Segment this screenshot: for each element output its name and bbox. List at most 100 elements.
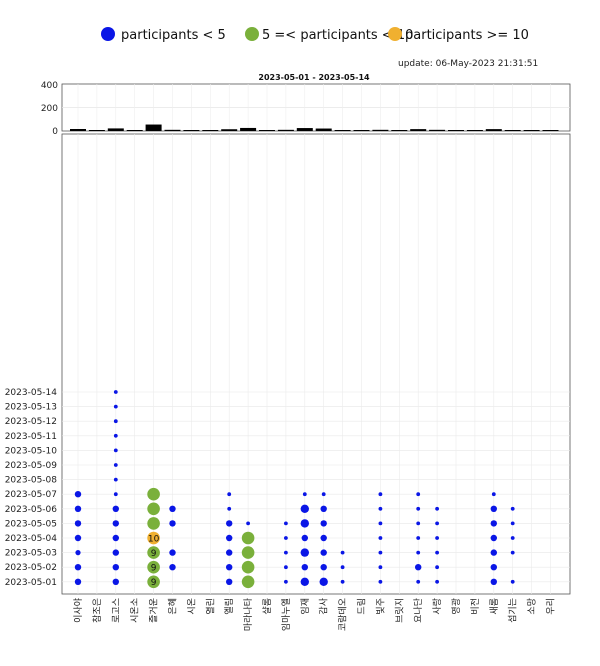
bubble-point	[226, 578, 233, 585]
bubble-point	[113, 433, 118, 438]
bubble-point	[416, 579, 421, 584]
bubble-xtick-label: 섬기는	[508, 598, 519, 623]
bar-mark	[296, 128, 313, 131]
bubble-point	[510, 521, 515, 526]
bubble-point	[74, 520, 82, 527]
bubble-point	[378, 506, 383, 511]
bubble-point	[378, 565, 383, 570]
bar-chart-grid	[62, 84, 570, 131]
bar-mark	[126, 130, 143, 131]
bubble-point	[340, 579, 345, 584]
bubble-point	[378, 536, 383, 540]
legend-marker-orange	[388, 27, 402, 41]
bar-mark	[259, 130, 275, 131]
bubble-point	[147, 560, 160, 574]
bubble-point	[241, 560, 255, 574]
bubble-xtick-label: 임재	[299, 598, 311, 615]
bubble-point	[284, 579, 288, 584]
bubble-point	[416, 550, 421, 555]
bubble-point	[416, 536, 421, 540]
bubble-point	[227, 492, 232, 497]
bubble-ytick-label: 2023-05-12	[5, 417, 57, 427]
bubble-xtick-label: 새롬	[489, 598, 500, 615]
bar-mark	[485, 129, 502, 131]
bubble-ytick-label: 2023-05-13	[5, 403, 57, 413]
bubble-point	[169, 549, 176, 556]
bubble-y-ticks: 2023-05-14 2023-05-13 2023-05-12 2023-05-11…	[5, 388, 58, 588]
bar-mark	[504, 130, 521, 131]
bubble-point	[113, 492, 118, 497]
bubble-point	[241, 531, 255, 545]
bubble-ytick-label: 2023-05-11	[5, 432, 57, 442]
bubble-ytick-label: 2023-05-02	[5, 563, 57, 573]
bubble-point	[147, 517, 160, 530]
bubble-data-label: 10	[148, 534, 160, 544]
bubble-point	[226, 564, 233, 571]
bubble-point	[435, 550, 439, 555]
bubble-xtick-label: 비전	[470, 598, 481, 615]
bubble-xtick-label: 참조은	[92, 598, 103, 623]
bubble-point	[378, 521, 383, 526]
bubble-xtick-label: 즐거운	[149, 598, 160, 623]
bubble-point	[490, 564, 497, 571]
bubble-xtick-label: 열린	[205, 598, 216, 615]
bubble-point	[74, 578, 82, 585]
bar-mark	[277, 129, 294, 131]
bubble-xtick-label: 사랑	[431, 598, 443, 615]
bubble-point	[112, 505, 120, 512]
bubble-point	[300, 504, 309, 513]
bar-mark	[542, 130, 559, 131]
bubble-point	[378, 550, 383, 555]
bar-mark	[145, 124, 162, 131]
bubble-xtick-label: 엘림	[223, 598, 235, 615]
bubble-point	[340, 565, 345, 570]
bubble-xtick-label: 로고스	[111, 598, 122, 623]
bubble-point	[300, 577, 309, 586]
bubble-point	[415, 564, 422, 571]
bubble-ytick-label: 2023-05-03	[5, 549, 57, 559]
bubble-point	[241, 546, 255, 559]
legend: participants < 5 5 =< participants < 10 …	[101, 27, 529, 43]
legend-marker-blue	[101, 27, 115, 41]
bubble-xtick-label: 코람데오	[337, 598, 349, 631]
bar-ytick-400: 400	[41, 81, 58, 91]
bubble-point	[113, 404, 118, 409]
bubble-point	[416, 506, 421, 511]
bubble-point	[510, 536, 515, 540]
bar-mark	[88, 130, 105, 131]
bar-ytick-200: 200	[41, 104, 58, 114]
bubble-chart: 2023-05-14 2023-05-13 2023-05-12 2023-05-11…	[5, 133, 571, 631]
bar-mark	[372, 129, 389, 131]
bar-mark	[107, 128, 124, 131]
bubble-x-ticks: 이사야 참조은 로고스 시온소 즐거운 은혜 시온 열린 엘림 마라나타 샬롬 임마누엘 임재 감사 코람데…	[73, 597, 557, 631]
bubble-xtick-label: 빛주	[375, 598, 386, 615]
bubble-xtick-label: 은혜	[167, 598, 179, 615]
bubble-point	[147, 575, 160, 589]
bubble-point	[112, 520, 120, 527]
bubble-point	[74, 534, 82, 542]
bubble-xtick-label: 브릿지	[393, 598, 405, 623]
bubble-point	[169, 564, 176, 571]
bubble-point	[74, 491, 82, 498]
legend-label-lt5: participants < 5	[121, 28, 226, 43]
bubble-xtick-label: 이사야	[73, 598, 84, 623]
bubble-point	[320, 564, 327, 571]
bubble-ytick-label: 2023-05-04	[5, 534, 58, 544]
bubble-point	[416, 492, 421, 497]
bubble-point	[300, 548, 309, 557]
bubble-point	[510, 579, 515, 584]
bubble-point	[435, 565, 439, 570]
bubble-point	[113, 463, 118, 467]
bubble-point	[319, 577, 328, 586]
bubble-data-label: 9	[151, 549, 157, 559]
bubble-point	[113, 448, 118, 453]
bubble-point	[74, 564, 82, 571]
bubble-point	[113, 419, 118, 424]
bar-ytick-0: 0	[52, 127, 58, 137]
bar-mark	[240, 127, 257, 131]
bubble-point	[435, 579, 439, 584]
bubble-point	[284, 550, 288, 555]
bubble-point	[169, 505, 176, 512]
bubble-xtick-label: 우리	[546, 598, 557, 615]
bubble-point	[169, 520, 176, 527]
